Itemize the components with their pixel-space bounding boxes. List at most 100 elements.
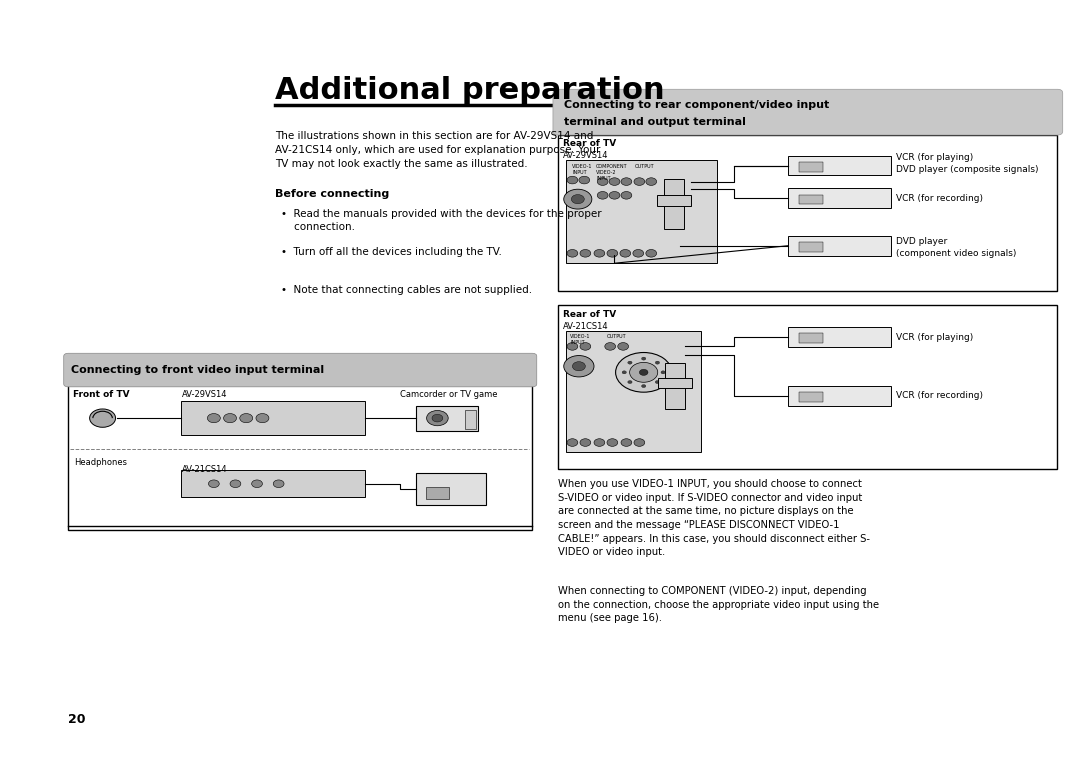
Circle shape <box>567 250 578 257</box>
Bar <box>788 327 891 347</box>
Text: VIDEO-1
INPUT: VIDEO-1 INPUT <box>572 164 593 175</box>
Text: Camcorder or TV game: Camcorder or TV game <box>400 390 497 399</box>
Circle shape <box>580 439 591 446</box>
Text: DVD player: DVD player <box>896 237 947 246</box>
Text: Rear of TV: Rear of TV <box>563 310 616 319</box>
Circle shape <box>622 371 626 374</box>
Circle shape <box>607 439 618 446</box>
Circle shape <box>621 439 632 446</box>
Text: •  Turn off all the devices including the TV.: • Turn off all the devices including the… <box>281 247 502 257</box>
Text: Front of TV: Front of TV <box>73 390 130 399</box>
Circle shape <box>634 178 645 185</box>
Text: Connecting to rear component/video input: Connecting to rear component/video input <box>564 100 829 111</box>
Bar <box>664 179 684 229</box>
Circle shape <box>432 414 443 422</box>
Circle shape <box>571 195 584 204</box>
Text: •  Note that connecting cables are not supplied.: • Note that connecting cables are not su… <box>281 285 532 295</box>
Text: terminal and output terminal: terminal and output terminal <box>564 117 745 127</box>
Text: AV-29VS14: AV-29VS14 <box>181 390 227 399</box>
Circle shape <box>273 480 284 488</box>
Circle shape <box>256 414 269 423</box>
Circle shape <box>90 409 116 427</box>
Circle shape <box>207 414 220 423</box>
Circle shape <box>567 343 578 350</box>
Text: COMPONENT
VIDEO-2
INPUT: COMPONENT VIDEO-2 INPUT <box>596 164 627 181</box>
Bar <box>799 195 823 204</box>
Bar <box>657 195 691 206</box>
Circle shape <box>642 385 646 388</box>
Text: Connecting to front video input terminal: Connecting to front video input terminal <box>71 365 324 375</box>
Text: Headphones: Headphones <box>75 458 127 467</box>
Circle shape <box>605 343 616 350</box>
Circle shape <box>656 381 660 384</box>
Text: When you use VIDEO-1 INPUT, you should choose to connect
S-VIDEO or video input.: When you use VIDEO-1 INPUT, you should c… <box>558 479 870 557</box>
Circle shape <box>646 178 657 185</box>
Text: •  Read the manuals provided with the devices for the proper
    connection.: • Read the manuals provided with the dev… <box>281 209 602 232</box>
Bar <box>799 333 823 343</box>
Bar <box>181 401 365 435</box>
Text: AV-29VS14: AV-29VS14 <box>563 151 608 160</box>
Circle shape <box>609 192 620 199</box>
Circle shape <box>627 361 632 364</box>
Circle shape <box>639 369 648 375</box>
Circle shape <box>240 414 253 423</box>
Bar <box>566 160 717 263</box>
Bar <box>416 406 478 431</box>
Circle shape <box>621 192 632 199</box>
Circle shape <box>627 381 632 384</box>
Text: DVD player (composite signals): DVD player (composite signals) <box>896 165 1039 174</box>
Circle shape <box>597 178 608 185</box>
Bar <box>416 473 486 505</box>
Circle shape <box>618 343 629 350</box>
Circle shape <box>656 361 660 364</box>
FancyBboxPatch shape <box>553 89 1063 135</box>
Text: The illustrations shown in this section are for AV-29VS14 and
AV-21CS14 only, wh: The illustrations shown in this section … <box>275 131 600 169</box>
Bar <box>558 135 1057 291</box>
Bar <box>665 363 685 409</box>
Text: 20: 20 <box>68 713 85 726</box>
Bar <box>426 487 449 499</box>
Text: VCR (for playing): VCR (for playing) <box>896 333 974 342</box>
Circle shape <box>616 353 672 392</box>
Circle shape <box>609 178 620 185</box>
Circle shape <box>642 357 646 360</box>
Circle shape <box>594 250 605 257</box>
Bar <box>799 392 823 402</box>
Circle shape <box>427 410 448 426</box>
Bar <box>788 188 891 208</box>
Circle shape <box>579 176 590 184</box>
Bar <box>799 162 823 172</box>
Circle shape <box>630 362 658 382</box>
Circle shape <box>564 189 592 209</box>
Text: AV-21CS14: AV-21CS14 <box>563 322 608 331</box>
Text: AV-21CS14: AV-21CS14 <box>181 465 227 475</box>
Circle shape <box>633 250 644 257</box>
Circle shape <box>621 178 632 185</box>
Text: VCR (for playing): VCR (for playing) <box>896 153 974 162</box>
Text: OUTPUT: OUTPUT <box>607 334 626 340</box>
Circle shape <box>580 250 591 257</box>
Bar <box>788 386 891 406</box>
Text: Additional preparation: Additional preparation <box>275 76 665 105</box>
Circle shape <box>567 176 578 184</box>
Circle shape <box>646 250 657 257</box>
Circle shape <box>564 356 594 377</box>
Text: VIDEO-1
INPUT: VIDEO-1 INPUT <box>570 334 591 345</box>
Bar <box>465 410 476 429</box>
Bar <box>799 242 823 252</box>
Bar <box>658 378 692 388</box>
Circle shape <box>597 192 608 199</box>
Circle shape <box>580 343 591 350</box>
Circle shape <box>230 480 241 488</box>
Circle shape <box>208 480 219 488</box>
Text: VCR (for recording): VCR (for recording) <box>896 391 984 401</box>
Circle shape <box>567 439 578 446</box>
Circle shape <box>252 480 262 488</box>
Bar <box>788 236 891 256</box>
Bar <box>566 331 701 452</box>
Text: OUTPUT: OUTPUT <box>635 164 654 169</box>
Circle shape <box>224 414 237 423</box>
Text: Rear of TV: Rear of TV <box>563 139 616 148</box>
Text: When connecting to COMPONENT (VIDEO-2) input, depending
on the connection, choos: When connecting to COMPONENT (VIDEO-2) i… <box>558 586 879 623</box>
Bar <box>181 470 365 497</box>
